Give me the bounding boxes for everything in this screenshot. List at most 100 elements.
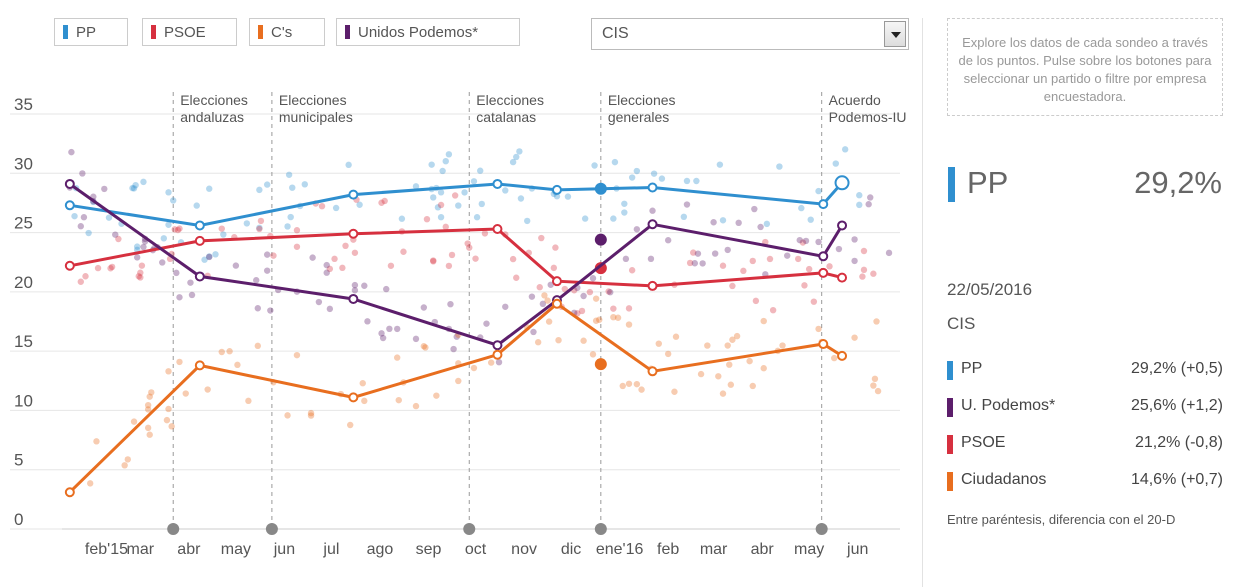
poll-dot[interactable] (735, 219, 742, 227)
poll-dot[interactable] (430, 257, 437, 264)
poll-dot[interactable] (381, 197, 388, 205)
series-point[interactable] (194, 360, 205, 371)
poll-dot[interactable] (815, 325, 822, 333)
poll-dot[interactable] (628, 267, 636, 274)
series-point[interactable] (818, 199, 829, 210)
poll-dot[interactable] (226, 348, 233, 355)
poll-dot[interactable] (683, 177, 691, 185)
poll-dot[interactable] (253, 277, 260, 284)
poll-dot[interactable] (439, 167, 446, 175)
poll-dot[interactable] (170, 197, 177, 204)
poll-dot[interactable] (148, 389, 155, 396)
poll-dot[interactable] (619, 382, 626, 390)
poll-dot[interactable] (451, 192, 459, 199)
poll-dot[interactable] (478, 200, 485, 208)
poll-dot[interactable] (851, 334, 858, 341)
poll-dot[interactable] (182, 390, 189, 397)
poll-dot[interactable] (138, 262, 146, 269)
poll-dot[interactable] (545, 318, 553, 325)
poll-dot[interactable] (140, 178, 147, 186)
poll-dot[interactable] (206, 253, 213, 261)
poll-dot[interactable] (860, 247, 868, 255)
event-marker[interactable] (815, 523, 828, 535)
poll-dot[interactable] (591, 162, 598, 169)
poll-dot[interactable] (796, 236, 803, 244)
poll-dot[interactable] (232, 262, 240, 269)
poll-dot[interactable] (445, 151, 453, 158)
series-point[interactable] (492, 349, 503, 360)
poll-dot[interactable] (420, 304, 428, 311)
poll-dot[interactable] (561, 285, 568, 293)
poll-dot[interactable] (160, 235, 168, 242)
poll-dot[interactable] (68, 148, 75, 156)
series-point[interactable] (194, 271, 205, 282)
poll-dot[interactable] (757, 223, 764, 231)
poll-dot[interactable] (483, 320, 490, 327)
poll-dot[interactable] (71, 212, 78, 220)
poll-dot[interactable] (865, 201, 872, 208)
poll-dot[interactable] (394, 325, 401, 333)
poll-dot[interactable] (395, 396, 402, 404)
poll-dot[interactable] (638, 386, 645, 393)
poll-dot[interactable] (776, 163, 783, 170)
poll-dot[interactable] (760, 365, 767, 372)
poll-dot[interactable] (697, 370, 705, 378)
poll-dot[interactable] (204, 386, 211, 393)
poll-dot[interactable] (218, 348, 225, 356)
poll-dot[interactable] (719, 390, 727, 397)
poll-dot[interactable] (801, 282, 808, 289)
poll-dot[interactable] (428, 161, 435, 168)
poll-dot[interactable] (541, 292, 548, 299)
poll-dot[interactable] (536, 284, 543, 291)
poll-dot[interactable] (610, 215, 617, 222)
poll-dot[interactable] (699, 260, 706, 267)
poll-dot[interactable] (318, 202, 326, 210)
poll-dot[interactable] (664, 237, 672, 244)
poll-dot[interactable] (751, 205, 758, 213)
series-point[interactable] (647, 182, 658, 193)
poll-dot[interactable] (201, 256, 208, 263)
poll-dot[interactable] (339, 264, 346, 272)
poll-dot[interactable] (351, 287, 359, 294)
poll-dot[interactable] (749, 257, 756, 265)
poll-dot[interactable] (387, 262, 395, 269)
poll-dot[interactable] (137, 269, 144, 276)
poll-dot[interactable] (132, 181, 139, 189)
poll-dot[interactable] (345, 161, 352, 169)
poll-dot[interactable] (93, 438, 100, 445)
poll-dot[interactable] (740, 267, 747, 275)
election-result-point[interactable] (594, 262, 607, 275)
event-marker[interactable] (167, 523, 180, 535)
poll-dot[interactable] (437, 213, 445, 221)
poll-dot[interactable] (746, 357, 753, 365)
poll-dot[interactable] (453, 333, 460, 340)
poll-dot[interactable] (589, 351, 597, 358)
poll-dot[interactable] (394, 354, 401, 361)
poll-dot[interactable] (77, 278, 84, 285)
poll-dot[interactable] (481, 230, 489, 237)
poll-dot[interactable] (633, 380, 641, 388)
poll-dot[interactable] (729, 336, 736, 343)
poll-dot[interactable] (517, 195, 525, 202)
poll-dot[interactable] (509, 255, 517, 263)
poll-dot[interactable] (729, 282, 736, 290)
poll-dot[interactable] (107, 265, 114, 272)
poll-dot[interactable] (552, 244, 559, 251)
poll-dot[interactable] (176, 225, 183, 232)
election-result-point[interactable] (594, 182, 607, 195)
poll-dot[interactable] (715, 373, 722, 380)
series-point[interactable] (348, 293, 359, 304)
poll-dot[interactable] (470, 364, 478, 372)
poll-dot[interactable] (826, 263, 833, 270)
series-point[interactable] (818, 251, 829, 262)
poll-dot[interactable] (301, 181, 308, 188)
poll-dot[interactable] (433, 392, 440, 399)
poll-dot[interactable] (137, 274, 144, 281)
chevron-down-icon[interactable] (884, 21, 906, 47)
poll-dot[interactable] (146, 431, 153, 438)
poll-dot[interactable] (530, 328, 537, 336)
legend-button-2[interactable]: C's (249, 18, 325, 46)
poll-dot[interactable] (121, 462, 128, 469)
poll-dot[interactable] (309, 254, 316, 261)
series-point[interactable] (348, 392, 359, 403)
